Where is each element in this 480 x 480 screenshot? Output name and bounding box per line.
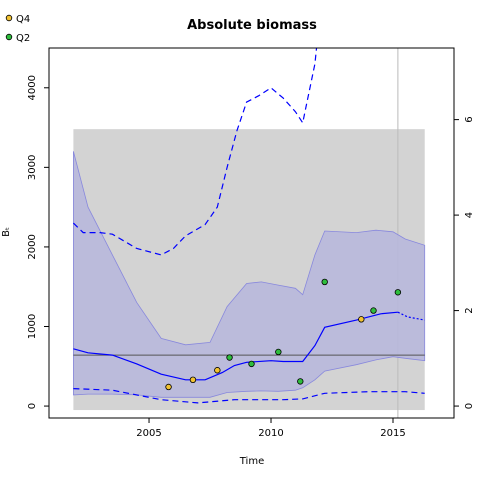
ci-band [73,151,426,398]
point-q2 [321,278,328,286]
point-q4 [214,367,221,374]
series-layer [72,48,425,404]
point-q4 [358,316,365,323]
y-tick-label: 3000 [27,155,38,180]
x-axis: 2005 2010 2015 [136,418,406,439]
point-q2 [275,348,282,356]
median-line [73,311,398,381]
x-tick-label: 2005 [136,428,161,439]
chart-title: Absolute biomass [187,18,317,33]
y-tick-label: 0 [27,403,38,409]
point-q4 [189,376,197,384]
ci-band-layer [73,151,426,398]
y-axis: 0 1000 2000 3000 4000 [27,75,49,409]
y2-axis: 0 2 4 6 [454,116,475,409]
y2-tick-label: 2 [464,307,475,313]
point-q2 [394,289,402,296]
y2-tick-label: 6 [464,116,475,122]
observation-layer [165,278,402,391]
point-q2 [297,378,304,385]
legend-marker-q4 [5,14,13,22]
legend: Q4 Q2 [5,14,30,44]
point-q2 [248,360,255,368]
y-tick-label: 1000 [27,314,38,339]
y-axis-label: Bₜ [1,227,12,237]
y2-tick-label: 0 [464,403,475,409]
plot-frame [48,47,455,419]
point-q2 [370,307,377,314]
point-q2 [226,354,233,361]
legend-marker-q2 [5,33,13,41]
y-tick-label: 2000 [27,234,38,259]
upper-dashed-line [72,48,318,256]
legend-label-q4: Q4 [16,14,30,25]
x-axis-label: Time [239,456,264,467]
point-q4 [165,383,172,391]
legend-label-q2: Q2 [16,33,30,44]
x-tick-label: 2015 [380,428,405,439]
x-tick-label: 2010 [258,428,283,439]
y-tick-label: 4000 [27,75,38,100]
lower-dashed-line [73,388,425,404]
y2-tick-label: 4 [464,212,475,218]
